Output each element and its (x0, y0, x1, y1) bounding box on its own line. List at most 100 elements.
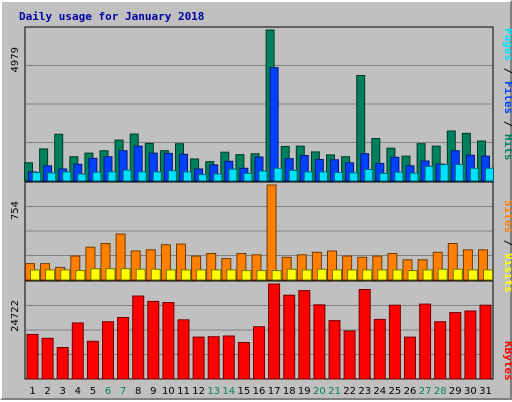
bar-pages-day-6 (107, 171, 117, 182)
x-tick-label-19: 19 (298, 386, 311, 397)
bar-sites-day-26 (407, 270, 418, 281)
x-tick-label-13: 13 (207, 386, 220, 397)
bar-kbytes-day-1 (26, 333, 39, 380)
bar-pages-day-21 (334, 172, 343, 182)
bar-kbytes-day-19 (298, 290, 311, 380)
kbytes-max-label: 24722 (10, 300, 21, 332)
bar-pages-day-25 (394, 171, 404, 182)
x-tick-label-29: 29 (449, 386, 462, 397)
bar-sites-day-27 (422, 269, 433, 281)
bar-sites-day-3 (60, 269, 71, 281)
bar-kbytes-day-31 (479, 304, 492, 380)
x-tick-label-20: 20 (313, 386, 326, 397)
x-tick-label-14: 14 (222, 386, 235, 397)
legend-visits: Visits (502, 246, 512, 292)
bar-pages-day-16 (258, 170, 268, 182)
bar-pages-day-10 (167, 170, 177, 182)
bar-sites-day-14 (226, 269, 237, 281)
bar-sites-day-31 (483, 269, 493, 281)
bar-pages-day-7 (122, 169, 132, 182)
bar-kbytes-day-14 (222, 335, 235, 380)
bar-kbytes-day-12 (192, 336, 205, 380)
x-tick-label-23: 23 (358, 386, 371, 397)
bar-kbytes-day-5 (86, 340, 99, 380)
x-tick-label-24: 24 (373, 386, 386, 397)
x-tick-label-9: 9 (150, 386, 156, 397)
bar-kbytes-day-26 (404, 336, 416, 380)
bar-kbytes-day-4 (71, 322, 84, 380)
x-tick-label-2: 2 (44, 386, 50, 397)
bar-sites-day-2 (45, 269, 56, 281)
bar-files-day-17 (269, 67, 279, 182)
bar-sites-day-7 (120, 268, 131, 281)
bar-sites-day-23 (362, 269, 373, 281)
bar-kbytes-day-29 (449, 312, 462, 380)
bar-visits-day-17 (266, 184, 277, 281)
x-tick-label-27: 27 (419, 386, 432, 397)
bar-sites-day-28 (437, 268, 448, 281)
bar-sites-day-25 (392, 269, 403, 281)
x-tick-label-28: 28 (434, 386, 447, 397)
legend-sep: / (502, 61, 512, 75)
visitors-max-label: 754 (10, 201, 21, 220)
bar-pages-day-19 (303, 171, 313, 182)
bar-kbytes-day-8 (132, 295, 145, 380)
bar-sites-day-24 (377, 269, 388, 281)
bar-sites-day-4 (75, 270, 86, 281)
bar-kbytes-day-28 (434, 321, 447, 380)
bar-kbytes-day-15 (237, 342, 250, 380)
bar-kbytes-day-18 (283, 294, 296, 380)
chart-title: Daily usage for January 2018 (19, 10, 204, 23)
bar-kbytes-day-2 (41, 337, 54, 380)
bar-pages-day-26 (409, 172, 419, 182)
bar-kbytes-day-21 (328, 320, 341, 380)
x-tick-label-8: 8 (135, 386, 141, 397)
bar-sites-day-12 (196, 269, 207, 281)
x-tick-label-15: 15 (238, 386, 251, 397)
x-tick-label-10: 10 (162, 386, 175, 397)
x-tick-label-18: 18 (283, 386, 296, 397)
bar-kbytes-day-24 (373, 318, 386, 380)
bar-pages-day-9 (152, 171, 162, 182)
legend-kbytes: KBytes (502, 341, 512, 381)
bar-sites-day-20 (316, 268, 327, 281)
visitors-legend: Sites / Visits (502, 200, 512, 293)
bar-sites-day-15 (241, 270, 252, 281)
x-tick-label-21: 21 (328, 386, 341, 397)
bar-sites-day-6 (105, 268, 116, 281)
bar-pages-day-1 (32, 172, 41, 182)
bar-pages-day-11 (183, 171, 192, 182)
bar-pages-day-30 (469, 167, 479, 182)
legend-sep: / (502, 114, 512, 128)
bar-pages-day-22 (349, 172, 359, 182)
bar-kbytes-day-17 (268, 283, 281, 380)
x-tick-label-3: 3 (60, 386, 66, 397)
bar-sites-day-10 (165, 269, 176, 281)
x-tick-label-31: 31 (479, 386, 492, 397)
bar-sites-day-30 (467, 269, 478, 281)
bar-sites-day-22 (347, 269, 358, 281)
bar-kbytes-day-20 (313, 304, 326, 380)
bar-sites-day-16 (256, 270, 267, 281)
bar-sites-day-5 (90, 268, 101, 281)
bar-kbytes-day-22 (343, 330, 356, 380)
bar-sites-day-21 (332, 269, 342, 281)
x-tick-label-16: 16 (253, 386, 266, 397)
bar-pages-day-29 (454, 164, 464, 182)
bar-kbytes-day-27 (419, 303, 432, 380)
bar-sites-day-11 (181, 269, 191, 281)
bar-pages-day-28 (439, 164, 449, 182)
bar-pages-day-27 (424, 165, 434, 182)
bar-sites-day-18 (286, 268, 297, 281)
bar-sites-day-13 (211, 269, 222, 281)
bar-pages-day-23 (364, 169, 374, 182)
bar-pages-day-17 (273, 167, 283, 182)
bar-sites-day-9 (150, 268, 161, 281)
legend-sites: Sites (502, 200, 512, 233)
bar-kbytes-day-13 (207, 336, 220, 380)
bar-pages-day-4 (77, 173, 87, 182)
bar-pages-day-8 (137, 171, 147, 182)
requests-max-label: 4979 (10, 47, 21, 72)
x-tick-label-30: 30 (464, 386, 477, 397)
